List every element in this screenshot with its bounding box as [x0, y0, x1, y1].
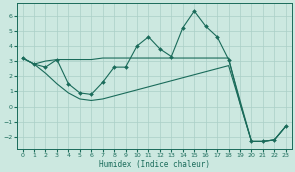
- X-axis label: Humidex (Indice chaleur): Humidex (Indice chaleur): [99, 159, 210, 169]
